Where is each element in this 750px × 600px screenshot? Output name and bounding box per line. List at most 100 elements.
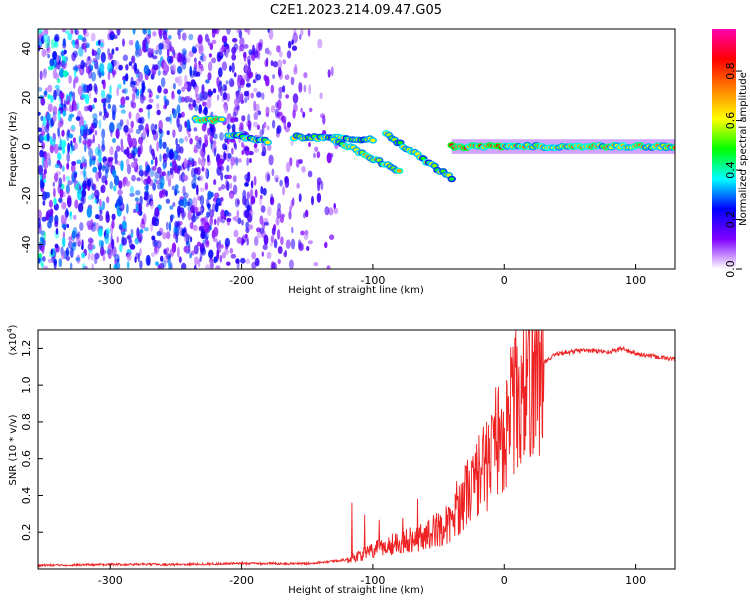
spectrogram-noise-cell xyxy=(62,110,67,117)
spectrogram-noise-cell xyxy=(140,221,146,229)
spectrogram-noise-cell xyxy=(139,260,143,269)
spectrogram-noise-cell xyxy=(271,168,275,177)
spectrogram-noise-cell xyxy=(70,29,74,35)
spectrogram-noise-cell xyxy=(66,95,71,105)
spectrogram-noise-cell xyxy=(282,59,287,65)
spectrogram-noise-cell xyxy=(200,231,206,240)
spectrogram-noise-cell xyxy=(257,110,262,116)
spectrogram-signal-core xyxy=(397,140,403,145)
spectrogram-noise-cell xyxy=(110,30,114,36)
spectrogram-noise-cell xyxy=(248,71,254,78)
spectrogram-noise-cell xyxy=(53,197,57,206)
spectrogram-noise-cell xyxy=(285,239,291,249)
y-tick-label: 0 xyxy=(20,143,33,150)
spectrogram-noise-cell xyxy=(189,104,194,111)
spectrogram-noise-cell xyxy=(46,42,50,52)
spectrogram-noise-cell xyxy=(84,47,87,53)
y-tick-label: 40 xyxy=(20,42,33,56)
spectrogram-noise-cell xyxy=(167,58,172,65)
spectrogram-noise-cell xyxy=(226,217,232,223)
spectrogram-noise-cell xyxy=(121,231,126,236)
spectrogram-noise-cell xyxy=(197,34,203,44)
spectrogram-noise-cell xyxy=(123,215,126,222)
spectrogram-noise-cell xyxy=(247,213,253,223)
snr-y-ticks: 0.2 0.4 0.6 0.8 1.0 1.2 xyxy=(20,340,43,541)
spectrogram-noise-cell xyxy=(38,164,44,176)
spectrogram-noise-cell xyxy=(145,255,151,266)
spectrogram-noise-cell xyxy=(308,142,311,148)
spectrogram-noise-cell xyxy=(158,29,163,37)
spectrogram-noise-cell xyxy=(196,97,201,104)
spectrogram-noise-cell xyxy=(218,186,222,192)
spectrogram-noise-cell xyxy=(91,222,97,227)
spectrogram-noise-cell xyxy=(44,39,50,49)
spectrogram-noise-cell xyxy=(197,157,201,165)
spectrogram-noise-cell xyxy=(46,119,50,129)
spectrogram-signal-core xyxy=(370,138,376,143)
spectrogram-noise-cell xyxy=(319,92,323,100)
y-tick-label: 0.8 xyxy=(20,413,33,431)
spectrogram-noise-cell xyxy=(234,216,238,223)
spectrogram-noise-cell xyxy=(270,84,275,94)
spectrogram-noise-cell xyxy=(113,175,120,186)
spectrogram-noise-cell xyxy=(309,107,313,113)
spectrogram-noise-cell xyxy=(237,217,242,225)
spectrogram-noise-cell xyxy=(284,177,290,188)
spectrogram-noise-cell xyxy=(275,216,280,226)
spectrogram-noise-cell xyxy=(298,159,303,164)
spectrogram-noise-cell xyxy=(187,210,192,221)
spectrogram-noise-cell xyxy=(109,181,114,190)
spectrogram-noise-cell xyxy=(239,44,245,52)
spectrogram-noise-cell xyxy=(252,44,255,56)
spectrogram-noise-cell xyxy=(180,96,185,103)
spectrogram-noise-cell xyxy=(75,38,79,44)
spectrogram-noise-cell xyxy=(191,167,195,178)
spectrogram-signal-core xyxy=(265,140,271,145)
spectrogram-noise-cell xyxy=(211,39,217,45)
spectrogram-noise-cell xyxy=(57,122,62,129)
spectrogram-noise-cell xyxy=(138,169,144,177)
spectrogram-noise-cell xyxy=(81,162,87,168)
spectrogram-noise-cell xyxy=(197,259,201,268)
spectrogram-noise-cell xyxy=(202,101,207,107)
spectrogram-noise-cell xyxy=(121,237,127,246)
spectrogram-noise-cell xyxy=(268,29,274,40)
spectrogram-noise-cell xyxy=(62,38,66,47)
spectrogram-noise-cell xyxy=(269,196,275,206)
spectrogram-noise-cell xyxy=(208,53,212,58)
spectrogram-noise-cell xyxy=(235,157,239,166)
spectrogram-noise-cell xyxy=(38,217,41,229)
spectrogram-noise-cell xyxy=(259,194,263,200)
spectrogram-noise-cell xyxy=(58,197,63,204)
spectrogram-noise-cell xyxy=(156,140,159,152)
spectrogram-noise-cell xyxy=(138,124,144,131)
spectrogram-noise-cell xyxy=(261,151,265,157)
spectrogram-noise-cell xyxy=(154,207,160,217)
spectrogram-noise-cell xyxy=(126,261,130,269)
spectrogram-noise-cell xyxy=(265,106,270,116)
x-tick-label: -200 xyxy=(229,274,254,287)
spectrogram-noise-cell xyxy=(106,196,110,204)
spectrogram-noise-cell xyxy=(243,53,247,62)
spectrogram-noise-cell xyxy=(109,146,114,156)
spectrogram-noise-cell xyxy=(175,234,179,244)
spectrogram-noise-cell xyxy=(64,212,68,221)
spectrogram-noise-cell xyxy=(169,205,174,210)
spectrogram-noise-cell xyxy=(213,226,219,237)
spectrogram-noise-cell xyxy=(313,152,316,159)
spectrogram-noise-cell xyxy=(62,231,66,239)
spectrogram-noise-cell xyxy=(280,236,284,246)
spectrogram-noise-cell xyxy=(64,30,70,35)
spectrogram-noise-cell xyxy=(202,91,208,101)
spectrogram-noise-cell xyxy=(49,144,54,154)
spectrogram-noise-cell xyxy=(107,71,111,81)
spectrogram-noise-cell xyxy=(250,92,254,99)
spectrogram-noise-cell xyxy=(333,203,337,209)
spectrogram-noise-cell xyxy=(244,97,248,103)
spectrogram-noise-cell xyxy=(165,221,169,231)
x-tick-label: -100 xyxy=(360,274,385,287)
spectrogram-noise-cell xyxy=(227,153,232,159)
spectrogram-noise-cell xyxy=(215,265,221,269)
spectrogram-noise-cell xyxy=(79,69,84,74)
spectrogram-noise-cell xyxy=(216,241,220,250)
